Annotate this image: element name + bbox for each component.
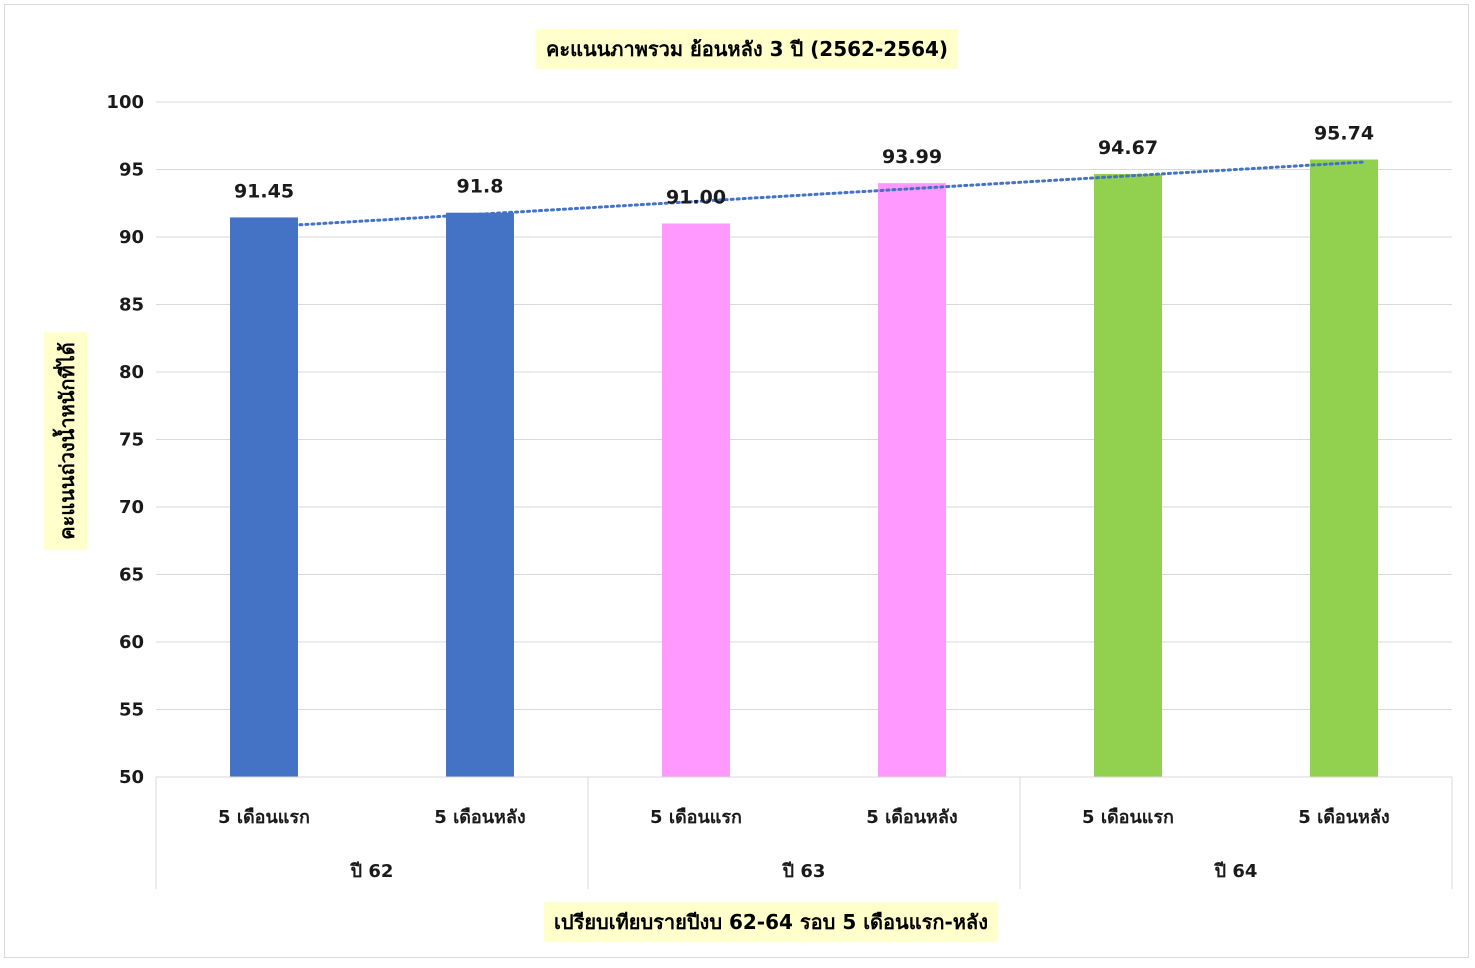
- data-label: 91.8: [457, 176, 504, 198]
- y-axis-title: คะแนนถ่วงน้ำหนักที่ได้: [44, 332, 87, 550]
- y-tick-label: 55: [119, 700, 144, 721]
- x-category-label: 5 เดือนหลัง: [1298, 807, 1389, 828]
- data-label: 91.45: [234, 180, 294, 202]
- y-tick-label: 100: [106, 92, 144, 113]
- y-tick-label: 90: [119, 227, 144, 248]
- bar: [1094, 173, 1162, 777]
- x-category-label: 5 เดือนแรก: [1082, 807, 1174, 828]
- trendline-line: [262, 160, 1366, 229]
- y-tick-label: 50: [119, 767, 144, 788]
- y-tick-label: 95: [119, 160, 144, 181]
- y-tick-label: 65: [119, 565, 144, 586]
- trendline: [262, 160, 1366, 229]
- data-label: 95.74: [1314, 123, 1374, 145]
- y-tick-label: 70: [119, 497, 144, 518]
- bar: [878, 183, 946, 777]
- chart-title: คะแนนภาพรวม ย้อนหลัง 3 ปี (2562-2564): [535, 29, 959, 69]
- x-group-label: ปี 62: [349, 861, 393, 882]
- chart-title-text: คะแนนภาพรวม ย้อนหลัง 3 ปี (2562-2564): [546, 37, 948, 61]
- x-axis: 5 เดือนแรก 5 เดือนหลัง 5 เดือนแรก 5 เดือนหล…: [155, 776, 1453, 889]
- bar: [662, 223, 730, 777]
- x-category-label: 5 เดือนแรก: [650, 807, 742, 828]
- x-axis-title-bg: [544, 902, 998, 942]
- bar: [446, 212, 514, 777]
- x-group-label: ปี 63: [781, 861, 825, 882]
- x-category-label: 5 เดือนแรก: [218, 807, 310, 828]
- y-axis-title-bg: [44, 332, 87, 550]
- chart-container: 50 55 60 65 70 75 80 85 90 95 100 91.45 91.8 91.00 93…: [4, 4, 1469, 958]
- data-label: 94.67: [1098, 137, 1158, 159]
- y-tick-label: 60: [119, 632, 144, 653]
- bar: [230, 217, 298, 778]
- bar-chart: 50 55 60 65 70 75 80 85 90 95 100 91.45 91.8 91.00 93…: [44, 29, 1453, 942]
- gridlines: 50 55 60 65 70 75 80 85 90 95 100: [106, 92, 1452, 788]
- data-label: 93.99: [882, 146, 942, 168]
- y-tick-label: 85: [119, 295, 144, 316]
- y-axis-title-text: คะแนนถ่วงน้ำหนักที่ได้: [52, 342, 79, 540]
- y-tick-label: 75: [119, 430, 144, 451]
- data-labels: 91.45 91.8 91.00 93.99 94.67 95.74: [234, 123, 1374, 209]
- x-axis-title: เปรียบเทียบรายปีงบ 62-64 รอบ 5 เดือนแรก-…: [544, 902, 998, 942]
- bars: [230, 159, 1378, 778]
- x-category-label: 5 เดือนหลัง: [866, 807, 957, 828]
- x-category-label: 5 เดือนหลัง: [434, 807, 525, 828]
- bar: [1310, 159, 1378, 777]
- chart-title-bg: [535, 29, 959, 69]
- x-group-label: ปี 64: [1213, 861, 1257, 882]
- x-axis-title-text: เปรียบเทียบรายปีงบ 62-64 รอบ 5 เดือนแรก-…: [554, 910, 988, 934]
- data-label: 91.00: [666, 187, 726, 209]
- y-tick-label: 80: [119, 362, 144, 383]
- titles: คะแนนภาพรวม ย้อนหลัง 3 ปี (2562-2564) เปร…: [44, 29, 998, 942]
